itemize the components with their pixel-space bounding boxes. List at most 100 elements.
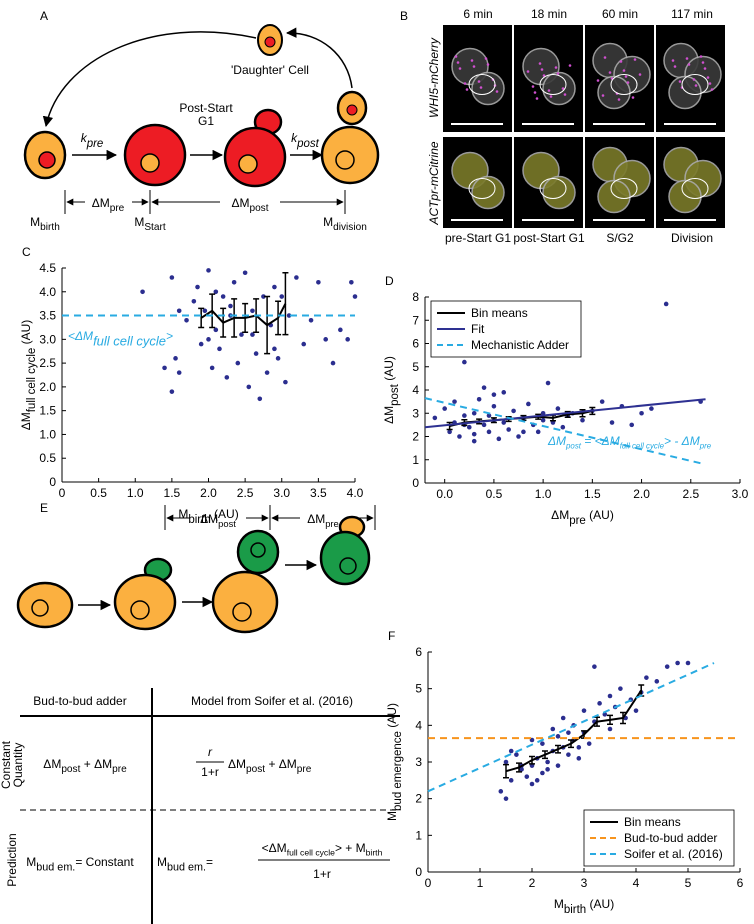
text-part: = <ΔM [581,434,620,448]
line [427,662,715,793]
fluorescence-dot [561,87,565,90]
scatter-point [471,438,477,444]
error-bar [264,295,271,355]
cell-outline [610,178,638,199]
error-bar [516,762,522,773]
scatter-point [491,403,497,409]
error-bar [275,300,282,336]
fluorescence-dot [603,56,607,59]
x-tick-label: 2.0 [633,487,650,501]
x-tick-label: 5 [685,876,692,890]
scatter-point [272,346,277,352]
fluorescence-dot [608,71,612,74]
scatter-point [257,396,263,402]
fluorescence-dot [694,84,698,87]
scatter-point [209,365,215,371]
fluorescence-dot [533,91,537,94]
subscript: Start [144,222,166,233]
error-bar [529,755,535,765]
error-bar [607,714,613,725]
y-tick-label: 5 [412,360,419,374]
scatter-point [524,774,530,779]
legend-box [583,809,735,867]
y-tick-label: 6 [415,645,422,659]
scatter-point [675,660,680,666]
scatter-point [447,429,452,435]
panel-b: B 6 min 18 min 60 min 117 min WHI5-mCher… [400,7,725,245]
scatter-point [213,327,219,333]
x-tick-label: 3.0 [732,487,749,501]
scatter-point [250,308,255,314]
error-bar [446,421,453,431]
x-tick-label: 0.5 [90,486,107,500]
scatter-point [176,308,182,314]
fluorescence-dot [596,79,600,82]
scatter-point [526,401,531,407]
time-label: 18 min [531,7,567,21]
text-part: = [206,855,213,869]
scatter-point [491,392,497,397]
text-part: ΔM [382,406,396,424]
scatter-point [501,420,507,425]
scatter-point [275,356,281,361]
subscript: full cell cycle [287,848,335,858]
fluorescence-dot [463,82,467,85]
x-tick-label: 3.0 [273,486,290,500]
scatter-point [466,424,472,430]
phase-label: S/G2 [606,231,634,245]
y-tick-label: 4 [415,718,422,732]
y-tick-label: 5 [415,682,422,696]
text-part: ΔM [19,412,33,430]
scatter-point [498,789,504,794]
scatter-point [452,399,457,404]
formula: Mbud em.= Constant [26,855,134,874]
y-tick-label: 4 [412,383,419,397]
x-tick-label: 4 [633,876,640,890]
text-part: ΔM [228,757,246,771]
fluorescence-dot [535,97,539,100]
scatter-point [481,422,487,428]
fluorescence-dot [495,90,499,93]
line [200,303,287,327]
scatter-point [195,284,200,290]
phase-label: Division [671,231,713,245]
scatter-point [246,384,252,390]
subscript: pre [699,441,712,450]
scatter-point [349,279,354,285]
scatter-point [540,770,545,776]
fluorescence-dot [701,61,705,64]
scatter-point [629,422,635,428]
legend-label: Bud-to-bud adder [624,831,717,845]
scatter-point [471,431,477,437]
subscript: birth [564,904,586,916]
scatter-point [508,748,514,754]
y-tick-label: 6 [412,337,419,351]
x-tick-label: 4.0 [347,486,364,500]
cell [211,570,279,634]
nucleus [38,151,56,169]
fluorescence-dot [708,82,712,85]
scatter-point [545,380,551,386]
cell-outline [468,178,496,199]
fluorescence-dot [617,98,621,101]
scatter-point [540,741,545,746]
scatter-point [206,337,211,342]
x-axis-label: Mbirth (AU) [554,897,614,916]
text-part: <ΔM [262,841,287,855]
scatter-point [550,726,556,732]
formula: ΔMpost + ΔMpre [228,757,312,775]
text-part: ΔM [231,196,249,210]
fluorescence-dot [703,67,707,70]
fluorescence-dot [554,66,558,69]
nucleus [264,36,276,48]
x-tick-label: 1.0 [535,487,552,501]
scatter-point [176,370,182,375]
text-part: <ΔM [68,329,93,343]
text-part: M [26,855,36,869]
scatter-point [555,763,561,768]
time-label: 117 min [671,7,713,21]
y-axis-label: Mbud emergence (AU) [385,703,404,821]
scatter-point [352,294,358,299]
nucleus [346,104,358,116]
